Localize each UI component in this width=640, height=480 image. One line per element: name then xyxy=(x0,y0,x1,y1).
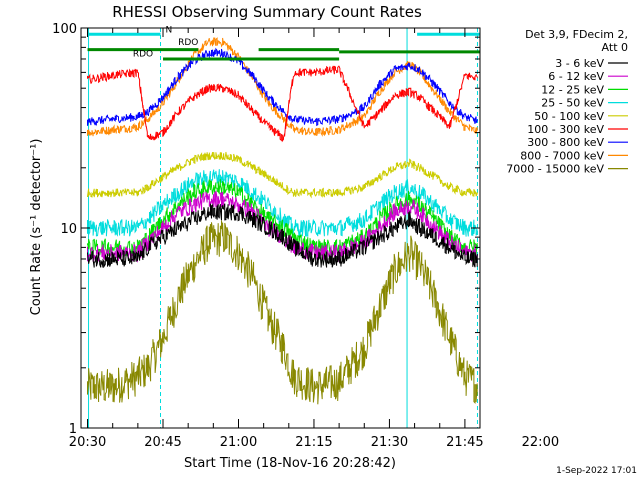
x-tick-label: 22:00 xyxy=(522,435,559,450)
legend-header-line-2: Att 0 xyxy=(602,41,628,54)
y-tick-label: 1 xyxy=(69,422,77,437)
plot-annotation: RDO xyxy=(133,50,153,60)
legend-entry-label: 6 - 12 keV xyxy=(548,70,604,83)
legend-entry-label: 12 - 25 keV xyxy=(541,83,604,96)
legend-entry-label: 50 - 100 keV xyxy=(534,110,604,123)
plot-area: N RDO RDO 1 10 100 20:30 20:45 21:00 21:15 21:30 21… xyxy=(52,22,628,450)
x-tick-label: 20:45 xyxy=(144,435,181,450)
chart-title: RHESSI Observing Summary Count Rates xyxy=(112,3,422,21)
series-line xyxy=(87,151,478,199)
legend-entry-label: 25 - 50 keV xyxy=(541,97,604,110)
series-line xyxy=(87,37,478,137)
x-tick-label: 21:15 xyxy=(295,435,332,450)
legend-entry-label: 3 - 6 keV xyxy=(555,57,604,70)
x-tick-label: 21:30 xyxy=(371,435,408,450)
series-line xyxy=(87,47,478,127)
legend-entry-label: 100 - 300 keV xyxy=(527,123,604,136)
legend-entry-label: 300 - 800 keV xyxy=(527,136,604,149)
timestamp-label: 1-Sep-2022 17:01 xyxy=(556,466,637,476)
plot-annotation: N xyxy=(166,25,173,35)
plot-annotation: RDO xyxy=(178,38,198,48)
series-line xyxy=(87,220,478,405)
x-tick-label: 21:00 xyxy=(220,435,257,450)
x-axis-label: Start Time (18-Nov-16 20:28:42) xyxy=(184,456,396,471)
series-line xyxy=(87,203,478,269)
x-tick-label: 21:45 xyxy=(446,435,483,450)
legend-header-line-1: Det 3,9, FDecim 2, xyxy=(525,28,628,41)
series-line xyxy=(87,65,478,143)
y-tick-label: 100 xyxy=(52,22,77,37)
legend-entry-label: 7000 - 15000 keV xyxy=(506,163,604,176)
x-tick-label: 20:30 xyxy=(69,435,106,450)
legend-entry-label: 800 - 7000 keV xyxy=(520,149,604,162)
y-tick-label: 10 xyxy=(60,222,77,237)
y-axis-label: Count Rate (s⁻¹ detector⁻¹) xyxy=(29,139,44,316)
